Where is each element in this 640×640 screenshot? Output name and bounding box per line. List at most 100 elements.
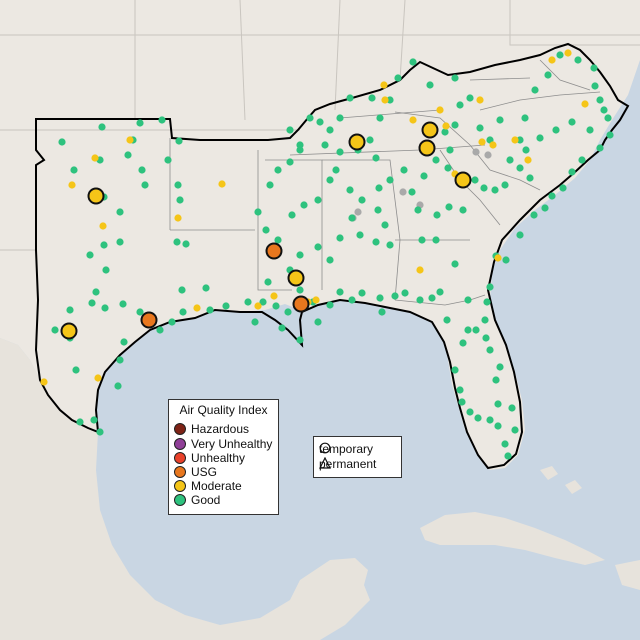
station-marker-good[interactable] [464,326,472,334]
station-marker-good[interactable] [300,201,308,209]
station-marker-good[interactable] [96,428,104,436]
station-marker-moderate[interactable] [564,49,572,57]
station-marker-moderate[interactable] [380,81,388,89]
station-marker-good[interactable] [336,288,344,296]
station-marker-good[interactable] [175,137,183,145]
station-marker-good[interactable] [426,81,434,89]
station-marker-good[interactable] [101,304,109,312]
station-marker-good[interactable] [451,74,459,82]
station-marker-good[interactable] [156,326,164,334]
station-marker-good[interactable] [51,326,59,334]
station-marker-good[interactable] [178,286,186,294]
station-marker-good[interactable] [251,318,259,326]
station-marker-moderate[interactable] [581,100,589,108]
station-marker-good[interactable] [274,166,282,174]
station-marker-good[interactable] [374,206,382,214]
station-marker-good[interactable] [138,166,146,174]
station-marker-good[interactable] [358,289,366,297]
station-marker-good[interactable] [314,243,322,251]
station-marker-good[interactable] [400,166,408,174]
station-marker-good[interactable] [332,166,340,174]
station-marker-good[interactable] [259,298,267,306]
station-marker-good[interactable] [326,126,334,134]
station-marker-good[interactable] [604,114,612,122]
station-marker-moderate[interactable] [40,378,48,386]
station-marker-good[interactable] [492,376,500,384]
station-marker-good[interactable] [451,121,459,129]
station-marker-good[interactable] [590,64,598,72]
station-marker-good[interactable] [66,306,74,314]
station-marker-good[interactable] [326,301,334,309]
station-marker-good[interactable] [481,316,489,324]
station-marker-good[interactable] [179,308,187,316]
station-marker-good[interactable] [559,184,567,192]
station-marker-good[interactable] [314,318,322,326]
station-marker-good[interactable] [486,416,494,424]
station-marker-good[interactable] [476,124,484,132]
station-marker-nodata[interactable] [399,188,407,196]
station-marker-good[interactable] [531,86,539,94]
station-marker-moderate[interactable] [193,304,201,312]
station-marker-nodata[interactable] [472,148,480,156]
station-marker-good[interactable] [548,192,556,200]
station-marker-good[interactable] [375,184,383,192]
station-marker-good[interactable] [436,288,444,296]
station-marker-good[interactable] [526,174,534,182]
station-marker-moderate[interactable] [548,56,556,64]
station-marker-good[interactable] [521,114,529,122]
station-marker-good[interactable] [418,236,426,244]
station-marker-good[interactable] [116,208,124,216]
station-marker-good[interactable] [173,238,181,246]
station-marker-good[interactable] [72,366,80,374]
station-marker-good[interactable] [511,426,519,434]
station-marker-good[interactable] [92,288,100,296]
station-marker-good[interactable] [480,184,488,192]
station-marker-good[interactable] [474,414,482,422]
station-marker-good[interactable] [494,422,502,430]
station-marker-good[interactable] [158,116,166,124]
station-marker-good[interactable] [578,156,586,164]
station-marker-good[interactable] [254,208,262,216]
station-marker-good[interactable] [378,308,386,316]
station-marker-good[interactable] [372,154,380,162]
station-marker-good[interactable] [501,181,509,189]
station-marker-good[interactable] [441,128,449,136]
station-marker-good[interactable] [76,418,84,426]
station-marker-good[interactable] [606,131,614,139]
station-marker-good[interactable] [446,146,454,154]
station-marker-good[interactable] [286,126,294,134]
station-marker-good[interactable] [346,186,354,194]
station-marker-good[interactable] [486,346,494,354]
station-marker-good[interactable] [394,74,402,82]
station-marker-good[interactable] [262,226,270,234]
station-marker-good[interactable] [120,338,128,346]
station-marker-good[interactable] [408,188,416,196]
station-marker-good[interactable] [496,363,504,371]
station-marker-usg[interactable] [292,295,310,313]
station-marker-good[interactable] [432,236,440,244]
station-marker-moderate[interactable] [409,116,417,124]
station-marker-good[interactable] [296,146,304,154]
station-marker-good[interactable] [483,298,491,306]
station-marker-moderate[interactable] [218,180,226,188]
station-marker-good[interactable] [541,204,549,212]
station-marker-good[interactable] [586,126,594,134]
station-marker-good[interactable] [530,211,538,219]
station-marker-good[interactable] [471,176,479,184]
station-marker-good[interactable] [366,136,374,144]
station-marker-good[interactable] [358,196,366,204]
station-marker-good[interactable] [459,339,467,347]
station-marker-good[interactable] [466,94,474,102]
station-marker-good[interactable] [432,156,440,164]
station-marker-good[interactable] [443,316,451,324]
station-marker-good[interactable] [98,123,106,131]
station-marker-good[interactable] [491,186,499,194]
station-marker-nodata[interactable] [354,208,362,216]
station-marker-good[interactable] [222,302,230,310]
station-marker-good[interactable] [58,138,66,146]
station-marker-moderate[interactable] [511,136,519,144]
station-marker-good[interactable] [445,203,453,211]
station-marker-good[interactable] [70,166,78,174]
station-marker-nodata[interactable] [484,151,492,159]
